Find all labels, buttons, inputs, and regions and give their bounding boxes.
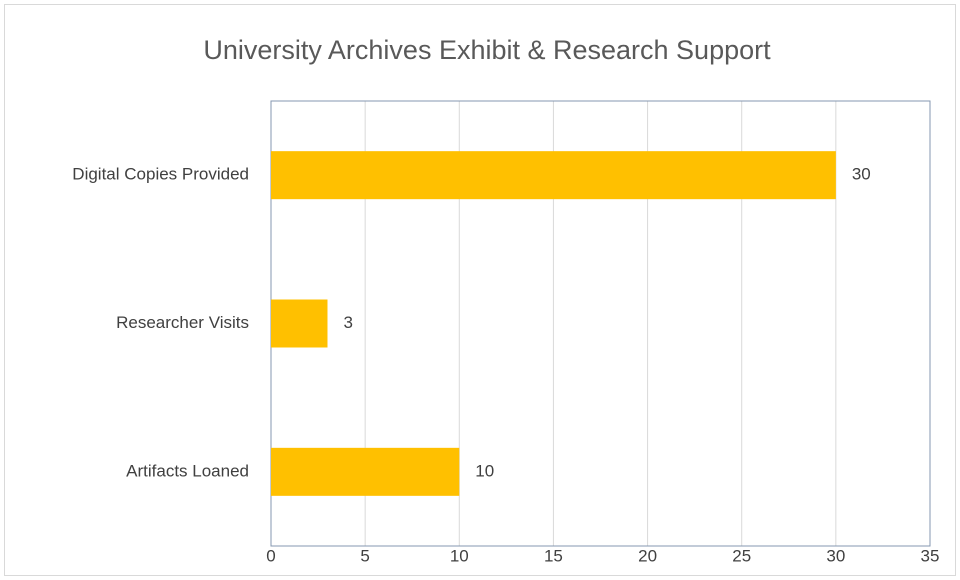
- chart-border: [4, 4, 956, 576]
- x-tick-label: 30: [826, 547, 845, 566]
- y-tick-label: Digital Copies Provided: [72, 165, 249, 184]
- x-tick-label: 15: [544, 547, 563, 566]
- data-label: 10: [475, 461, 494, 480]
- x-tick-label: 25: [732, 547, 751, 566]
- x-tick-label: 35: [921, 547, 940, 566]
- y-tick-label: Researcher Visits: [116, 313, 249, 332]
- data-label: 30: [852, 165, 871, 184]
- data-label: 3: [343, 313, 352, 332]
- bar: [271, 447, 460, 496]
- chart-title: University Archives Exhibit & Research S…: [203, 35, 771, 65]
- x-tick-label: 10: [450, 547, 469, 566]
- bar: [271, 151, 836, 200]
- x-tick-label: 0: [266, 547, 275, 566]
- x-tick-label: 5: [360, 547, 369, 566]
- x-tick-label: 20: [638, 547, 657, 566]
- bar: [271, 299, 328, 348]
- y-tick-label: Artifacts Loaned: [126, 461, 249, 480]
